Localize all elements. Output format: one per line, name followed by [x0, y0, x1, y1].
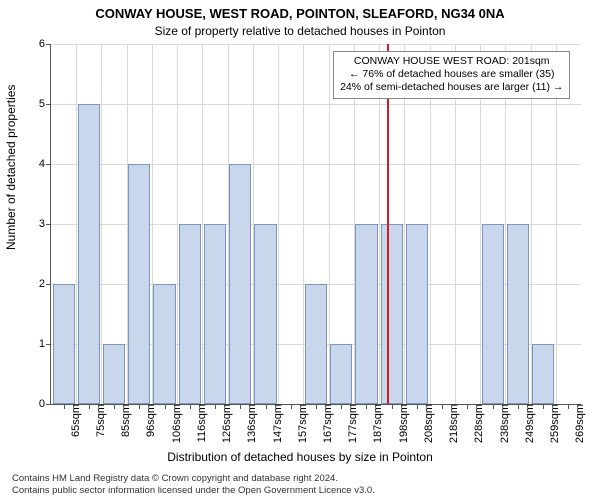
ytick-label: 4: [39, 158, 51, 170]
xtick-mark: [291, 404, 292, 409]
bar: [204, 224, 226, 404]
xtick-label: 218sqm: [446, 404, 460, 443]
ytick-label: 2: [39, 278, 51, 290]
footer-line-1: Contains HM Land Registry data © Crown c…: [12, 473, 375, 484]
bar: [78, 104, 100, 404]
xtick-mark: [467, 404, 468, 409]
xtick-mark: [215, 404, 216, 409]
ytick-label: 0: [39, 398, 51, 410]
ytick-label: 3: [39, 218, 51, 230]
xtick-mark: [518, 404, 519, 409]
xtick-label: 106sqm: [169, 404, 183, 443]
ytick-label: 5: [39, 98, 51, 110]
xtick-mark: [392, 404, 393, 409]
bar: [229, 164, 251, 404]
bar: [532, 344, 554, 404]
xtick-label: 85sqm: [118, 404, 132, 437]
xtick-mark: [493, 404, 494, 409]
annotation-box: CONWAY HOUSE WEST ROAD: 201sqm← 76% of d…: [333, 51, 570, 98]
gridline-h: [51, 104, 581, 105]
bar: [330, 344, 352, 404]
xtick-label: 249sqm: [522, 404, 536, 443]
bar: [179, 224, 201, 404]
bar: [254, 224, 276, 404]
xtick-label: 147sqm: [270, 404, 284, 443]
xtick-mark: [417, 404, 418, 409]
annotation-line: 24% of semi-detached houses are larger (…: [340, 81, 563, 94]
xtick-mark: [240, 404, 241, 409]
xtick-label: 116sqm: [194, 404, 208, 442]
chart-plot-area: 012345665sqm75sqm85sqm96sqm106sqm116sqm1…: [50, 44, 581, 405]
xtick-label: 96sqm: [143, 404, 157, 437]
bar: [406, 224, 428, 404]
gridline-v: [278, 44, 279, 404]
xtick-label: 228sqm: [471, 404, 485, 443]
footer-line-2: Contains public sector information licen…: [12, 485, 375, 496]
bar: [128, 164, 150, 404]
xtick-mark: [366, 404, 367, 409]
annotation-line: ← 76% of detached houses are smaller (35…: [340, 68, 563, 81]
xtick-label: 126sqm: [219, 404, 233, 443]
xtick-mark: [442, 404, 443, 409]
bar: [381, 224, 403, 404]
xtick-label: 208sqm: [421, 404, 435, 443]
xtick-label: 65sqm: [68, 404, 82, 437]
xtick-mark: [543, 404, 544, 409]
bar: [103, 344, 125, 404]
bar: [305, 284, 327, 404]
ytick-label: 6: [39, 38, 51, 50]
xtick-mark: [341, 404, 342, 409]
ytick-label: 1: [39, 338, 51, 350]
annotation-line: CONWAY HOUSE WEST ROAD: 201sqm: [340, 55, 563, 68]
xtick-mark: [139, 404, 140, 409]
xtick-label: 198sqm: [396, 404, 410, 443]
x-axis-label: Distribution of detached houses by size …: [0, 450, 600, 464]
bar: [482, 224, 504, 404]
xtick-mark: [114, 404, 115, 409]
xtick-label: 259sqm: [547, 404, 561, 443]
bar: [53, 284, 75, 404]
xtick-mark: [165, 404, 166, 409]
bar: [507, 224, 529, 404]
xtick-mark: [64, 404, 65, 409]
xtick-label: 269sqm: [572, 404, 586, 443]
xtick-label: 187sqm: [370, 404, 384, 443]
xtick-label: 157sqm: [295, 404, 309, 443]
xtick-label: 136sqm: [244, 404, 258, 443]
xtick-mark: [190, 404, 191, 409]
y-axis-label: Number of detached properties: [4, 85, 18, 250]
xtick-mark: [266, 404, 267, 409]
xtick-mark: [89, 404, 90, 409]
bar: [153, 284, 175, 404]
xtick-label: 177sqm: [345, 404, 359, 443]
gridline-h: [51, 44, 581, 45]
bar: [355, 224, 377, 404]
xtick-mark: [568, 404, 569, 409]
xtick-label: 167sqm: [320, 404, 334, 443]
xtick-mark: [316, 404, 317, 409]
chart-title: CONWAY HOUSE, WEST ROAD, POINTON, SLEAFO…: [0, 6, 600, 21]
chart-subtitle: Size of property relative to detached ho…: [0, 24, 600, 38]
xtick-label: 75sqm: [93, 404, 107, 437]
footer-attribution: Contains HM Land Registry data © Crown c…: [12, 473, 375, 496]
xtick-label: 238sqm: [497, 404, 511, 443]
